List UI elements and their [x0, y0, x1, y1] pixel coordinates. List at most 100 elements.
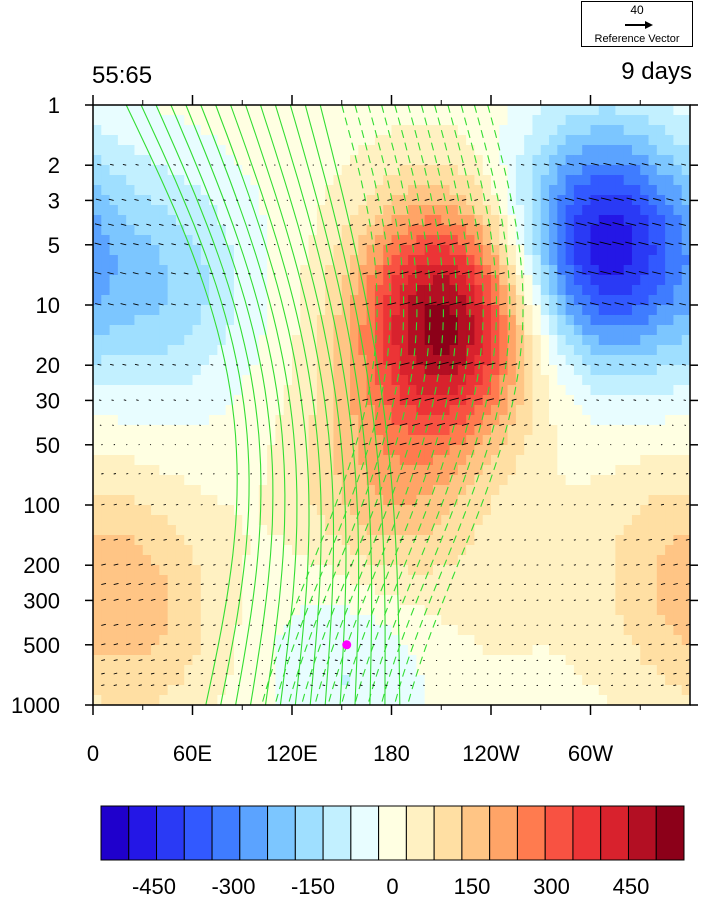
field-cell	[283, 235, 293, 246]
field-cell	[565, 305, 575, 316]
field-cell	[648, 235, 658, 246]
field-cell	[408, 145, 417, 156]
wind-vector	[387, 362, 397, 366]
field-cell	[432, 665, 442, 676]
field-cell	[441, 645, 451, 656]
field-cell	[242, 565, 252, 576]
field-cell	[292, 545, 301, 556]
field-cell	[432, 655, 442, 666]
field-cell	[151, 455, 160, 466]
field-cell	[457, 305, 467, 316]
field-cell	[507, 505, 517, 516]
field-cell	[93, 145, 102, 156]
field-cell	[549, 545, 558, 556]
field-cell	[640, 695, 650, 705]
field-cell	[491, 425, 500, 436]
field-cell	[457, 465, 467, 476]
wind-vector	[362, 199, 366, 201]
field-cell	[358, 665, 368, 676]
field-cell	[457, 295, 467, 306]
field-cell	[615, 605, 625, 616]
field-cell	[549, 355, 558, 366]
field-cell	[557, 165, 567, 176]
field-cell	[383, 555, 393, 566]
field-cell	[126, 105, 136, 116]
field-cell	[540, 275, 550, 286]
field-cell	[374, 435, 384, 446]
field-cell	[491, 415, 500, 426]
green-contour-lines	[125, 105, 524, 705]
field-cell	[374, 175, 384, 186]
field-cell	[391, 115, 401, 126]
field-cell	[631, 215, 641, 226]
field-cell	[209, 605, 218, 616]
field-cell	[432, 315, 442, 326]
field-cell	[399, 415, 409, 426]
field-cell	[441, 145, 451, 156]
field-cell	[300, 595, 310, 606]
field-cell	[374, 245, 384, 256]
field-cell	[482, 495, 492, 506]
field-cell	[598, 695, 608, 705]
wind-vector	[133, 223, 139, 226]
field-cell	[126, 195, 136, 206]
wind-vector	[461, 442, 469, 446]
wind-vector	[555, 163, 562, 166]
field-cell	[623, 675, 633, 686]
field-cell	[665, 255, 675, 266]
field-cell	[167, 695, 177, 705]
wind-vector	[564, 271, 575, 275]
field-cell	[582, 545, 592, 556]
field-cell	[358, 635, 368, 646]
field-cell	[399, 575, 409, 586]
field-cell	[275, 425, 285, 436]
field-cell	[474, 105, 484, 116]
field-cell	[258, 215, 268, 226]
field-cell	[607, 245, 616, 256]
field-cell	[167, 505, 177, 516]
field-cell	[391, 195, 401, 206]
wind-vector	[673, 538, 678, 541]
field-cell	[424, 175, 434, 186]
field-cell	[482, 465, 492, 476]
field-cell	[491, 195, 500, 206]
field-cell	[474, 195, 484, 206]
field-cell	[631, 275, 641, 286]
field-cell	[167, 225, 177, 236]
wind-vector	[648, 473, 651, 475]
field-cell	[350, 615, 359, 626]
field-cell	[557, 255, 567, 266]
field-cell	[466, 475, 476, 486]
field-cell	[374, 585, 384, 596]
field-cell	[607, 365, 616, 376]
field-cell	[258, 265, 268, 276]
field-cell	[258, 525, 268, 536]
field-cell	[441, 525, 451, 536]
field-cell	[499, 275, 509, 286]
field-cell	[242, 225, 252, 236]
field-cell	[134, 135, 144, 146]
field-cell	[175, 405, 185, 416]
field-cell	[175, 245, 185, 256]
field-cell	[151, 565, 160, 576]
field-cell	[217, 205, 227, 216]
field-cell	[217, 405, 227, 416]
field-cell	[275, 365, 285, 376]
field-cell	[283, 165, 293, 176]
field-cell	[399, 505, 409, 516]
field-cell	[101, 135, 111, 146]
field-cell	[615, 175, 625, 186]
field-cell	[258, 685, 268, 696]
field-cell	[358, 225, 368, 236]
field-cell	[175, 475, 185, 486]
field-cell	[656, 105, 666, 116]
field-cell	[623, 575, 633, 586]
field-cell	[117, 415, 127, 426]
field-cell	[673, 635, 683, 646]
field-cell	[233, 305, 243, 316]
field-cell	[200, 235, 210, 246]
field-cell	[167, 635, 177, 646]
field-cell	[474, 375, 484, 386]
field-cell	[673, 475, 683, 486]
field-cell	[242, 465, 252, 476]
